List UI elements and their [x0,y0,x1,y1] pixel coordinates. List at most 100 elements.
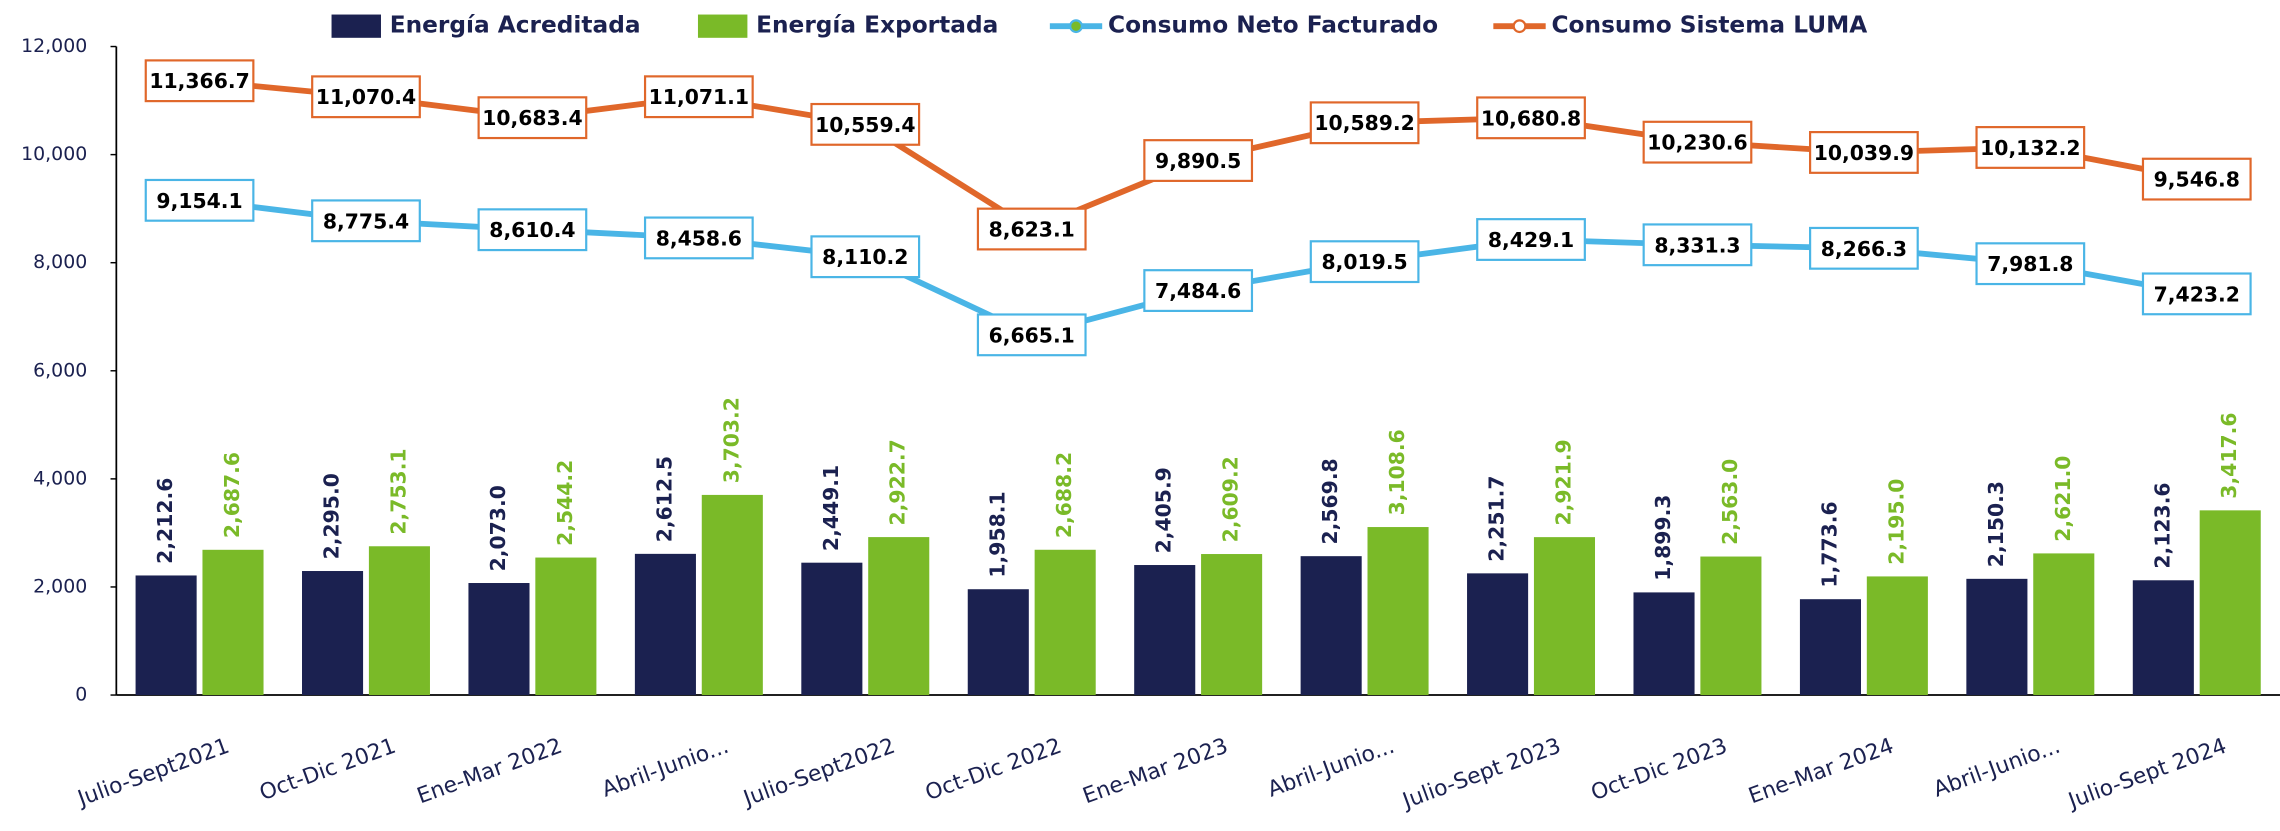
value-label-box [810,235,921,279]
line-value-label: 9,890.5 [1155,149,1241,173]
bar-value-label: 2,922.7 [886,439,910,525]
y-tick-label: 8,000 [33,251,87,273]
legend-label: Energía Exportada [756,12,998,39]
bar [1633,592,1695,696]
line-value-label: 10,559.4 [815,113,915,137]
bar-value-label: 2,621.0 [2051,456,2075,542]
x-tick-label: Oct-Dic 2021 [256,734,399,806]
bar [801,562,863,696]
value-label-box [2141,272,2252,316]
value-label-box [1975,242,2086,286]
line-value-label: 8,110.2 [822,245,908,269]
value-label-box [810,102,921,146]
line-value-label: 8,019.5 [1321,250,1407,274]
line-value-label: 8,266.3 [1821,237,1907,261]
x-tick-label: Abril-Junio... [1264,734,1397,803]
bar-value-label: 3,108.6 [1385,429,1409,515]
bar [1134,565,1196,696]
value-label-box [477,96,588,140]
bar [1700,556,1762,696]
line-value-label: 10,680.8 [1481,106,1581,130]
bar-value-label: 2,195.0 [1884,479,1908,565]
x-tick-label: Ene-Mar 2024 [1745,734,1897,810]
x-tick-label: Julio-Sept2022 [739,734,899,813]
bar [1034,549,1096,696]
bar-value-label: 2,295.0 [320,473,344,559]
line-value-label: 10,039.9 [1814,141,1914,165]
bar [2132,580,2194,696]
value-label-box [1809,131,1919,174]
bar-value-label: 2,073.0 [486,485,510,571]
legend-label: Consumo Neto Facturado [1108,12,1438,39]
y-tick-label: 10,000 [21,143,87,165]
bar-value-label: 3,703.2 [719,397,743,483]
bar [1300,556,1362,696]
value-label-box [1476,96,1586,140]
bar [1201,554,1263,696]
value-label-box [1975,126,2086,169]
value-label-box [1809,226,1919,270]
value-label-box [477,208,588,252]
value-label-box [976,313,1087,357]
line-value-label: 6,665.1 [989,323,1075,347]
legend-label: Energía Acreditada [390,12,641,39]
bar-value-label: 2,563.0 [1718,459,1742,545]
line-value-label: 7,484.6 [1155,279,1241,303]
x-tick-label: Ene-Mar 2023 [1080,734,1232,810]
value-label-box [1143,269,1254,313]
bar [1799,599,1861,696]
bar [368,546,430,696]
y-tick-label: 4,000 [33,467,87,489]
line-value-label: 8,429.1 [1488,228,1574,252]
bar-value-label: 2,687.6 [220,452,244,538]
x-tick-label: Julio-Sept2021 [73,734,233,813]
y-tick-label: 12,000 [21,35,87,57]
bar [1467,573,1529,696]
bar [1367,527,1429,696]
line-value-label: 8,610.4 [489,218,575,242]
value-label-box [976,207,1087,251]
bar-value-label: 1,773.6 [1817,501,1841,587]
value-label-box [144,59,255,103]
bar-value-label: 2,612.5 [652,456,676,542]
legend-swatch [331,14,381,38]
x-tick-label: Oct-Dic 2022 [922,734,1065,806]
bar-value-label: 2,544.2 [553,460,577,546]
value-label-box [643,216,754,260]
y-tick-label: 2,000 [33,575,87,597]
bar-value-label: 1,899.3 [1651,495,1675,581]
y-tick-label: 6,000 [33,359,87,381]
legend-marker [1069,19,1083,34]
line-value-label: 11,366.7 [149,69,249,93]
x-tick-label: Abril-Junio... [599,734,732,803]
bar-value-label: 3,417.6 [2217,412,2241,498]
bar [2033,553,2095,696]
line-value-label: 7,423.2 [2154,282,2240,306]
x-tick-label: Ene-Mar 2022 [414,734,566,810]
line-value-label: 8,331.3 [1654,233,1740,257]
legend-swatch [697,14,748,38]
line-value-label: 11,070.4 [316,85,416,109]
bar [302,571,364,696]
line-value-label: 8,458.6 [656,226,742,250]
bar [135,575,197,696]
bar-value-label: 2,688.2 [1052,452,1076,538]
value-label-box [643,75,754,119]
bar [1966,578,2028,696]
bar-value-label: 1,958.1 [985,491,1009,577]
value-label-box [311,199,421,243]
bar [634,553,696,696]
value-label-box [2141,157,2252,201]
bar-value-label: 2,569.8 [1318,458,1342,544]
legend-label: Consumo Sistema LUMA [1552,12,1868,39]
line-value-label: 9,154.1 [156,189,242,213]
bar [701,494,763,696]
value-label-box [1476,218,1586,261]
bar [967,589,1029,696]
x-tick-label: Abril-Junio... [1930,734,2063,803]
value-label-box [144,178,255,222]
line-value-label: 10,230.6 [1647,131,1747,155]
legend-marker [1512,19,1527,34]
line-value-label: 10,132.2 [1980,136,2080,160]
x-tick-label: Julio-Sept 2024 [2064,734,2230,815]
